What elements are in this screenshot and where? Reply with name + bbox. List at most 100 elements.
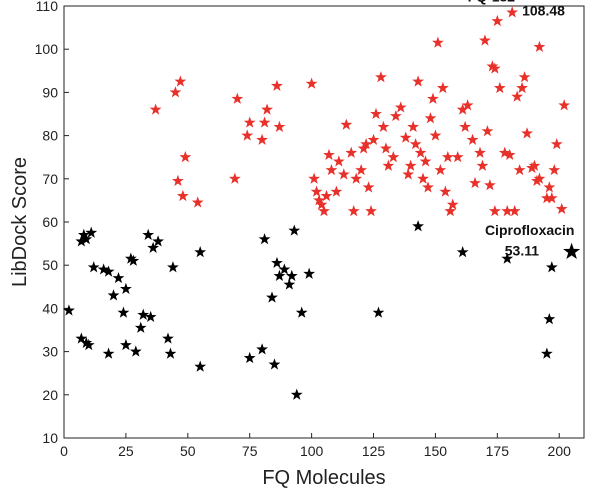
data-point-star	[362, 181, 375, 193]
data-point-star	[427, 92, 439, 104]
data-point-star	[545, 192, 558, 204]
data-point-star	[127, 254, 140, 266]
data-point-star	[120, 282, 132, 294]
data-point-star	[508, 205, 521, 217]
data-point-star	[399, 131, 412, 143]
data-point-star	[518, 71, 531, 83]
data-point-star	[97, 263, 110, 275]
data-point-star	[176, 189, 189, 202]
data-point-star	[310, 185, 323, 197]
y-tick-label: 60	[42, 214, 58, 230]
y-tick-label: 30	[42, 344, 58, 360]
data-point-star	[548, 163, 561, 176]
annotation-label: Ciprofloxacin	[485, 222, 574, 238]
data-point-star	[451, 151, 464, 163]
data-point-star	[243, 351, 256, 364]
data-point-star	[469, 176, 481, 189]
data-point-star	[271, 256, 283, 269]
data-point-star	[243, 116, 256, 128]
data-point-star	[412, 75, 424, 87]
data-point-star	[191, 196, 204, 208]
data-point-star	[340, 118, 353, 130]
data-point-star	[258, 116, 271, 128]
data-point-star	[422, 181, 434, 193]
data-point-star	[290, 388, 303, 400]
data-point-star	[456, 246, 469, 258]
data-point-star	[75, 235, 88, 247]
x-tick-label: 75	[242, 443, 258, 459]
x-tick-label: 25	[118, 443, 134, 459]
data-point-star	[404, 159, 417, 171]
data-point-star	[367, 133, 380, 145]
data-point-star	[429, 129, 442, 141]
y-tick-label: 70	[42, 171, 58, 187]
data-point-star	[540, 347, 553, 359]
data-point-star	[412, 220, 424, 232]
data-point-star	[474, 146, 486, 158]
x-tick-label: 100	[300, 443, 324, 459]
data-point-star	[434, 163, 447, 176]
data-point-star	[134, 321, 147, 333]
data-point-star	[63, 304, 75, 316]
data-point-star	[87, 261, 100, 273]
data-point-star	[137, 308, 150, 320]
data-point-star	[174, 75, 187, 87]
data-point-star	[550, 138, 563, 150]
data-point-star	[129, 345, 142, 357]
y-tick-label: 20	[42, 387, 58, 403]
data-point-star	[491, 14, 504, 27]
data-point-star	[402, 168, 415, 180]
data-point-star	[117, 306, 130, 318]
data-point-star	[355, 163, 368, 176]
data-point-star	[501, 252, 514, 264]
data-point-star	[533, 172, 546, 184]
data-point-star	[417, 172, 429, 184]
data-point-star	[432, 36, 444, 48]
annotation-label: 108.48	[522, 3, 565, 19]
data-point-star	[446, 198, 459, 210]
data-point-star	[516, 81, 528, 94]
data-point-star	[278, 263, 291, 275]
data-point-star	[424, 112, 437, 124]
data-point-star	[347, 205, 360, 217]
data-point-star	[533, 40, 546, 53]
data-point-star	[409, 138, 422, 150]
data-point-star	[258, 233, 271, 245]
data-point-star	[345, 146, 358, 158]
data-point-star	[545, 261, 558, 273]
data-point-star	[295, 306, 308, 318]
data-point-star	[147, 241, 160, 253]
data-point-star	[283, 278, 296, 290]
data-point-star	[372, 306, 385, 318]
data-point-star	[172, 174, 184, 186]
data-point-star	[503, 148, 516, 161]
x-tick-label: 175	[486, 443, 510, 459]
x-tick-label: 50	[180, 443, 196, 459]
data-point-star	[436, 81, 449, 94]
y-axis-title: LibDock Score	[9, 157, 31, 287]
data-point-star	[273, 269, 286, 282]
data-point-star	[325, 163, 338, 176]
data-point-star	[271, 79, 283, 91]
data-point-star	[268, 358, 281, 370]
data-point-star	[461, 99, 474, 111]
data-point-star	[493, 81, 506, 94]
data-point-star	[479, 34, 491, 46]
data-point-star	[82, 338, 95, 351]
x-tick-label: 150	[424, 443, 448, 459]
y-tick-label: 50	[42, 257, 58, 273]
data-point-star	[112, 271, 125, 284]
data-point-star	[303, 267, 316, 279]
data-point-star	[241, 129, 254, 141]
data-point-star	[313, 194, 325, 206]
x-tick-label: 0	[60, 443, 68, 459]
data-point-star	[107, 289, 120, 301]
data-point-star	[439, 185, 452, 197]
data-point-star	[350, 172, 363, 184]
y-tick-label: 80	[42, 128, 58, 144]
data-point-star	[149, 103, 162, 115]
data-point-star	[360, 138, 372, 150]
data-point-star	[320, 189, 333, 202]
data-point-star	[231, 92, 244, 104]
